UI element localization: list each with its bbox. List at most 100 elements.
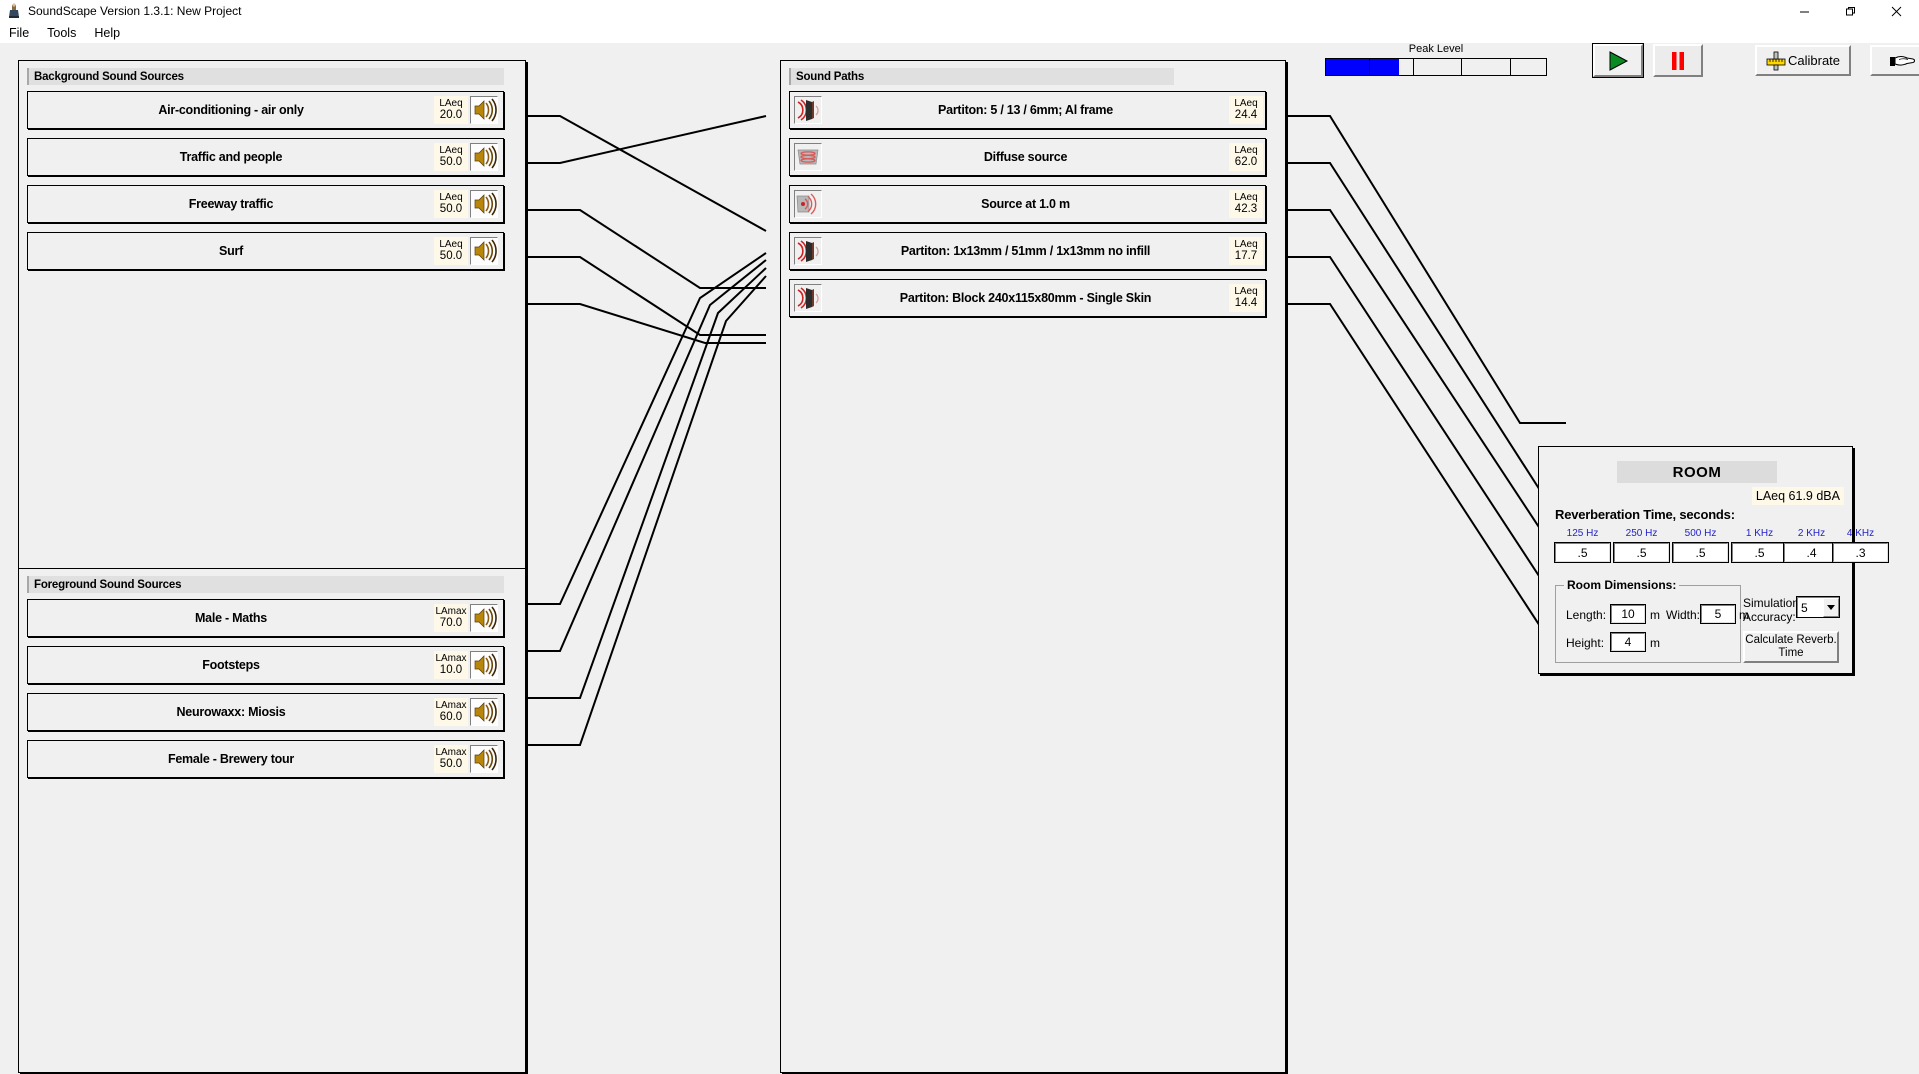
source-name: Footsteps <box>202 658 260 672</box>
chevron-down-icon[interactable] <box>1823 598 1839 617</box>
level-unit: LAeq <box>1234 285 1258 297</box>
sim-label-line2: Accuracy: <box>1743 609 1796 624</box>
close-button[interactable] <box>1873 0 1919 22</box>
path-name: Partiton: 1x13mm / 51mm / 1x13mm no infi… <box>900 244 1151 258</box>
band-input[interactable]: .4 <box>1783 542 1840 563</box>
level-value: 50.0 <box>439 203 463 216</box>
diffuse-source-icon[interactable] <box>794 143 822 171</box>
sound-path-row[interactable]: Source at 1.0 m LAeq 42.3 <box>789 185 1266 223</box>
foreground-source-row[interactable]: Neurowaxx: Miosis LAmax 60.0 <box>27 693 504 731</box>
room-panel: ROOM LAeq 61.9 dBA Reverberation Time, s… <box>1538 446 1889 674</box>
speaker-waves-icon[interactable] <box>470 651 498 679</box>
level-unit: LAmax <box>435 652 467 664</box>
speaker-waves-icon[interactable] <box>470 143 498 171</box>
pointing-hand-icon <box>1889 55 1915 66</box>
calibrate-button[interactable]: Calibrate <box>1755 45 1851 76</box>
level-value: 50.0 <box>439 250 463 263</box>
menu-bar: File Tools Help <box>0 22 1919 43</box>
source-level: LAeq 20.0 <box>434 96 468 124</box>
foreground-source-row[interactable]: Male - Maths LAmax 70.0 <box>27 599 504 637</box>
foreground-source-row[interactable]: Female - Brewery tour LAmax 50.0 <box>27 740 504 778</box>
source-name: Female - Brewery tour <box>167 752 295 766</box>
band-input[interactable]: .5 <box>1613 542 1670 563</box>
background-panel-header: Background Sound Sources <box>27 68 504 85</box>
band-input[interactable]: .5 <box>1554 542 1611 563</box>
exit-button[interactable]: Exit <box>1870 45 1919 76</box>
peak-level-label: Peak Level <box>1408 43 1464 55</box>
pause-button[interactable] <box>1653 44 1703 77</box>
room-laeq-display: LAeq 61.9 dBA <box>1751 487 1844 505</box>
menu-help[interactable]: Help <box>94 25 121 40</box>
reverb-band-4k: 4 KHz .3 <box>1832 528 1889 563</box>
window-title: SoundScape Version 1.3.1: New Project <box>28 4 242 18</box>
source-level: LAmax 60.0 <box>434 698 468 726</box>
path-level: LAeq 17.7 <box>1229 237 1263 265</box>
play-icon <box>1609 50 1629 71</box>
level-unit: LAmax <box>435 605 467 617</box>
sim-label-line1: Simulation <box>1743 596 1800 610</box>
band-label: 4 KHz <box>1846 528 1875 539</box>
level-value: 10.0 <box>439 664 463 677</box>
foreground-panel-title: Foreground Sound Sources <box>34 578 182 591</box>
height-input[interactable]: 4 <box>1610 632 1646 652</box>
calculate-reverb-time-button[interactable]: Calculate Reverb. Time <box>1743 631 1839 663</box>
speaker-waves-icon[interactable] <box>470 745 498 773</box>
band-label: 1 KHz <box>1745 528 1774 539</box>
calc-label-line1: Calculate Reverb. <box>1745 633 1837 646</box>
sound-path-row[interactable]: Diffuse source LAeq 62.0 <box>789 138 1266 176</box>
path-name: Source at 1.0 m <box>981 197 1070 211</box>
level-value: 20.0 <box>439 109 463 122</box>
level-value: 50.0 <box>439 156 463 169</box>
sound-path-row[interactable]: Partiton: 5 / 13 / 6mm; Al frame LAeq 24… <box>789 91 1266 129</box>
speaker-waves-icon[interactable] <box>470 237 498 265</box>
background-source-row[interactable]: Traffic and people LAeq 50.0 <box>27 138 504 176</box>
play-button[interactable] <box>1592 43 1644 78</box>
length-input[interactable]: 10 <box>1610 604 1646 624</box>
source-level: LAeq 50.0 <box>434 237 468 265</box>
ruler-icon <box>1766 51 1786 70</box>
level-unit: LAeq <box>1234 97 1258 109</box>
partition-wall-icon[interactable] <box>794 237 822 265</box>
partition-wall-icon[interactable] <box>794 284 822 312</box>
level-unit: LAmax <box>435 699 467 711</box>
level-unit: LAeq <box>1234 238 1258 250</box>
reverberation-time-label: Reverberation Time, seconds: <box>1555 507 1735 522</box>
foreground-panel-header: Foreground Sound Sources <box>27 576 504 593</box>
sound-paths-panel: Sound Paths Partiton: 5 / 13 / 6mm; Al f… <box>780 60 1286 1073</box>
band-label: 2 KHz <box>1797 528 1826 539</box>
speaker-waves-icon[interactable] <box>470 604 498 632</box>
speaker-waves-icon[interactable] <box>470 96 498 124</box>
sound-path-row[interactable]: Partiton: 1x13mm / 51mm / 1x13mm no infi… <box>789 232 1266 270</box>
background-source-row[interactable]: Air-conditioning - air only LAeq 20.0 <box>27 91 504 129</box>
band-input[interactable]: .5 <box>1672 542 1729 563</box>
reverb-band-250: 250 Hz .5 <box>1613 528 1670 563</box>
background-source-row[interactable]: Surf LAeq 50.0 <box>27 232 504 270</box>
pause-icon <box>1672 51 1684 70</box>
path-level: LAeq 14.4 <box>1229 284 1263 312</box>
menu-file[interactable]: File <box>9 25 30 40</box>
foreground-source-row[interactable]: Footsteps LAmax 10.0 <box>27 646 504 684</box>
background-source-row[interactable]: Freeway traffic LAeq 50.0 <box>27 185 504 223</box>
minimize-button[interactable] <box>1781 0 1827 22</box>
level-unit: LAeq <box>439 97 463 109</box>
width-input[interactable]: 5 <box>1700 604 1736 624</box>
band-input[interactable]: .5 <box>1731 542 1788 563</box>
menu-tools[interactable]: Tools <box>47 25 77 40</box>
maximize-button[interactable] <box>1827 0 1873 22</box>
toolbar: Peak Level <box>1325 43 1919 89</box>
partition-wall-icon[interactable] <box>794 96 822 124</box>
sound-paths-panel-header: Sound Paths <box>789 68 1174 85</box>
sound-paths-panel-title: Sound Paths <box>796 70 865 83</box>
room-title: ROOM <box>1617 461 1777 483</box>
source-level: LAmax 70.0 <box>434 604 468 632</box>
level-value: 70.0 <box>439 617 463 630</box>
band-input[interactable]: .3 <box>1832 542 1889 563</box>
level-unit: LAeq <box>439 191 463 203</box>
point-source-icon[interactable] <box>794 190 822 218</box>
simulation-accuracy-select[interactable]: 5 <box>1796 596 1840 618</box>
speaker-waves-icon[interactable] <box>470 190 498 218</box>
level-unit: LAeq <box>1234 191 1258 203</box>
reverb-band-1k: 1 KHz .5 <box>1731 528 1788 563</box>
sound-path-row[interactable]: Partiton: Block 240x115x80mm - Single Sk… <box>789 279 1266 317</box>
speaker-waves-icon[interactable] <box>470 698 498 726</box>
